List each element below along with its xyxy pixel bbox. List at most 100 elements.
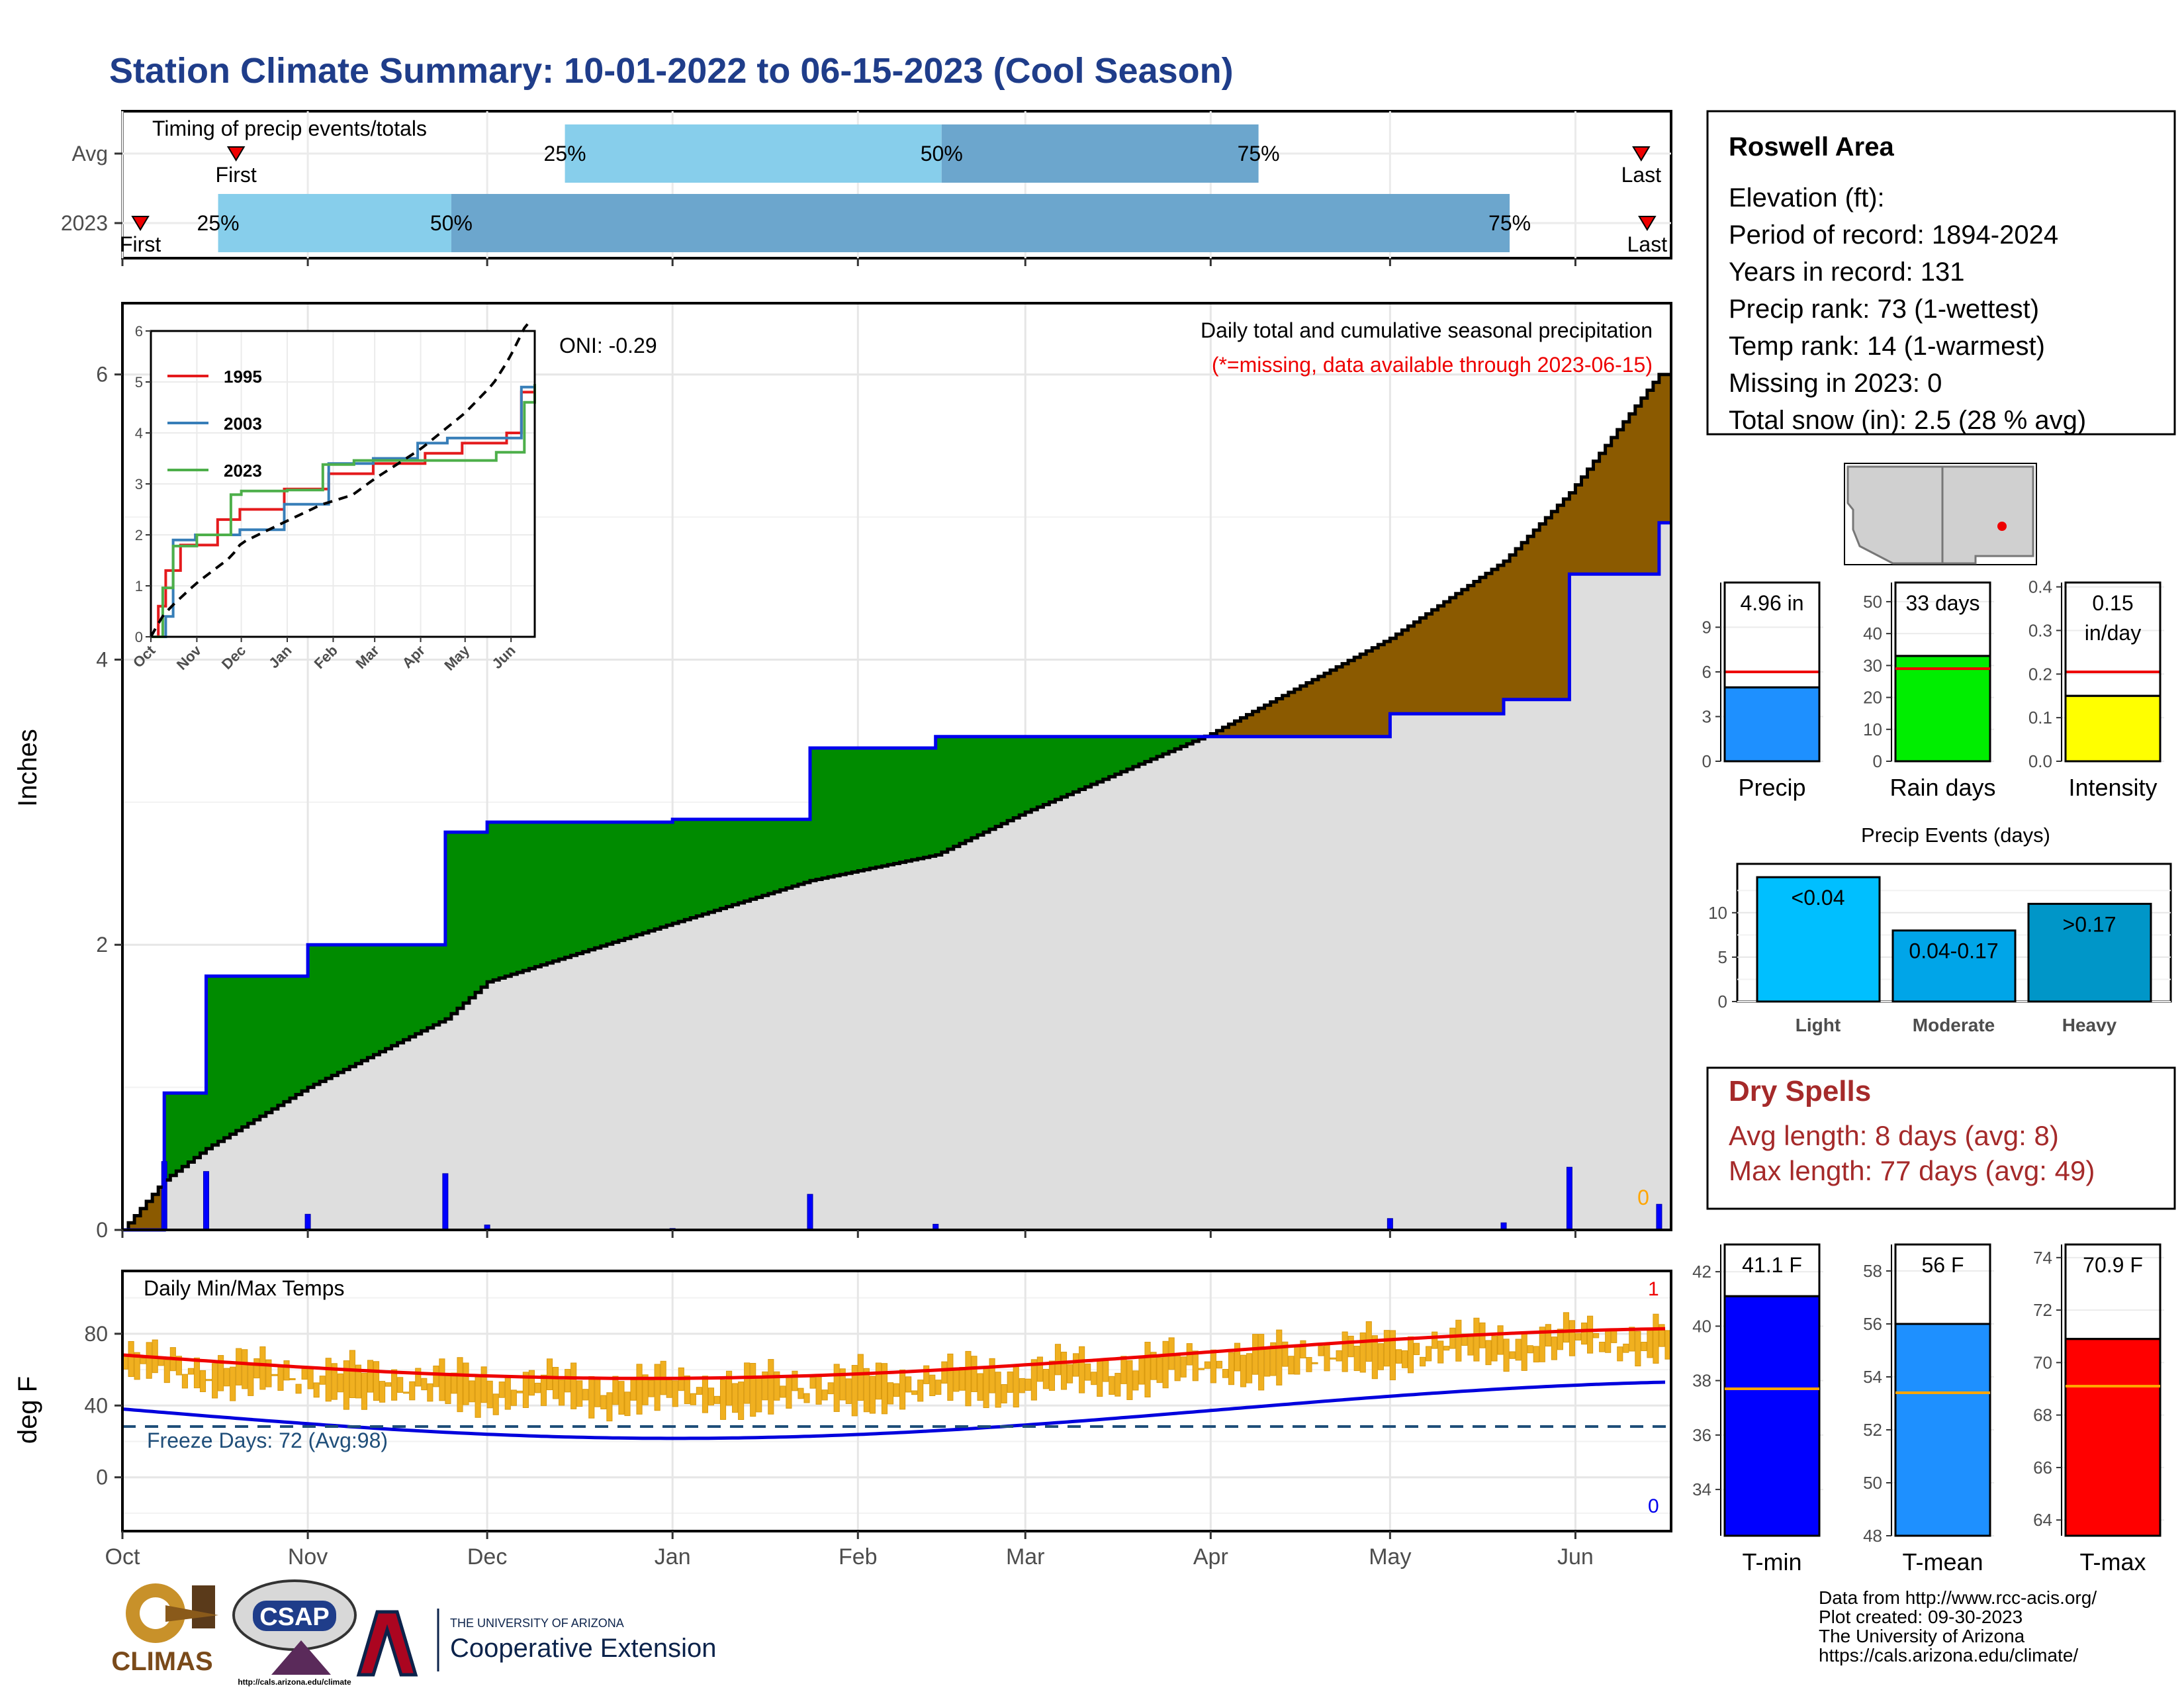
month-tick-label: Oct	[105, 1544, 140, 1570]
svg-text:0.3: 0.3	[2028, 620, 2052, 640]
credits: Data from http://www.rcc-acis.org/ Plot …	[1819, 1587, 2097, 1665]
svg-text:0: 0	[1702, 751, 1711, 771]
timing-marker	[1632, 146, 1651, 162]
svg-text:4: 4	[96, 647, 108, 671]
csap-logo: CSAP http://cals.arizona.edu/climate	[232, 1579, 357, 1687]
timing-marker	[1638, 216, 1657, 231]
event-bar-label: <0.04	[1792, 886, 1845, 910]
summary-label: T-mean	[1902, 1548, 1983, 1575]
page-title: Station Climate Summary: 10-01-2022 to 0…	[109, 51, 1234, 91]
dry-spells-box: Dry Spells Avg length: 8 days (avg: 8) M…	[1706, 1066, 2176, 1210]
svg-text:40: 40	[1863, 624, 1882, 643]
month-tick-label: May	[1369, 1544, 1411, 1570]
svg-text:4: 4	[135, 425, 143, 442]
svg-text:50%: 50%	[921, 142, 963, 165]
station-info-box: Roswell Area Elevation (ft): Period of r…	[1706, 110, 2176, 436]
event-category-label: Heavy	[2062, 1015, 2117, 1035]
summary-value: 70.9 F	[2083, 1253, 2143, 1277]
credit-line-2: Plot created: 09-30-2023	[1819, 1607, 2023, 1627]
svg-text:70: 70	[2033, 1352, 2052, 1372]
svg-text:40: 40	[1692, 1316, 1711, 1336]
university-logo: THE UNIVERSITY OF ARIZONA Cooperative Ex…	[356, 1609, 716, 1677]
record-max-count: 1	[1648, 1278, 1659, 1300]
summary-label: T-min	[1743, 1548, 1802, 1575]
svg-text:0.0: 0.0	[2028, 751, 2052, 771]
svg-text:0: 0	[1873, 751, 1882, 771]
event-bar-light	[1756, 876, 1881, 1003]
info-precip-rank: Precip rank: 73 (1-wettest)	[1729, 295, 2039, 324]
svg-text:10: 10	[1708, 903, 1727, 923]
missing-note: (*=missing, data available through 2023-…	[1212, 353, 1653, 377]
svg-text:2: 2	[96, 933, 108, 957]
event-category-label: Moderate	[1913, 1015, 1995, 1035]
summary-value: 33 days	[1905, 591, 1979, 615]
event-bar-moderate	[1891, 929, 2017, 1003]
month-tick-label: Dec	[467, 1544, 507, 1570]
month-x-axis: Oct Nov Dec Jan Feb Mar Apr May Jun	[105, 1531, 1594, 1570]
freeze-days-label: Freeze Days: 72 (Avg:98)	[147, 1429, 388, 1452]
temp-y-axis: 0 40 80	[84, 1322, 122, 1489]
svg-text:6: 6	[135, 323, 143, 340]
timing-label: Timing of precip events/totals	[152, 117, 427, 140]
precip-panel: Inches 0 2 4 6 ONI: -0.29 Daily total and c…	[13, 302, 1672, 1242]
svg-text:48: 48	[1863, 1526, 1882, 1546]
precip-summary-chart: 4.96 in 0 3 6 9 Precip	[1702, 581, 1823, 801]
svg-text:68: 68	[2033, 1405, 2052, 1425]
timing-row-label: 2023	[61, 211, 108, 235]
timing-panel: Timing of precip events/totals 25% 50% 75%…	[61, 110, 1672, 266]
svg-text:25%: 25%	[197, 211, 240, 235]
inset-legend: 1995 2003 2023	[167, 367, 262, 481]
rain-days-summary-chart: 33 days 0 10 20 30 40 50 Rain days	[1863, 581, 1996, 801]
summary-bar	[1894, 1323, 1991, 1537]
y-axis-label: Inches	[13, 729, 42, 807]
new-mexico-shape	[1941, 465, 2034, 565]
svg-text:5: 5	[1718, 947, 1727, 967]
month-tick-label: Feb	[839, 1544, 878, 1570]
svg-text:6: 6	[96, 363, 108, 387]
svg-text:34: 34	[1692, 1479, 1711, 1499]
record-min-count: 0	[1648, 1495, 1659, 1517]
ua-small-text: THE UNIVERSITY OF ARIZONA	[450, 1617, 624, 1630]
timing-marker	[131, 216, 150, 231]
month-tick-label: Jan	[655, 1544, 691, 1570]
temperature-panel: Daily Min/Max Temps Freeze Days: 72 (Avg…	[13, 1271, 1672, 1570]
summary-value: 56 F	[1921, 1253, 1964, 1277]
svg-text:20: 20	[1863, 688, 1882, 708]
svg-text:9: 9	[1702, 618, 1711, 637]
svg-text:Last: Last	[1621, 163, 1662, 187]
svg-text:2: 2	[135, 527, 143, 543]
locator-map	[1844, 463, 2037, 565]
info-temp-rank: Temp rank: 14 (1-warmest)	[1729, 332, 2045, 361]
dry-spells-avg: Avg length: 8 days (avg: 8)	[1729, 1120, 2059, 1151]
svg-text:6: 6	[1702, 662, 1711, 682]
credit-line-1: Data from http://www.rcc-acis.org/	[1819, 1587, 2097, 1608]
svg-text:First: First	[120, 232, 161, 256]
svg-text:72: 72	[2033, 1300, 2052, 1320]
intensity-summary-chart: 0.15 in/day 0.0 0.1 0.2 0.3 0.4 Intensity	[2028, 577, 2164, 801]
svg-text:56: 56	[1863, 1314, 1882, 1334]
svg-text:3: 3	[135, 476, 143, 492]
info-period: Period of record: 1894-2024	[1729, 220, 2058, 250]
average-max-line	[122, 1327, 1666, 1380]
svg-text:64: 64	[2033, 1510, 2052, 1530]
summary-bar	[1894, 655, 1991, 763]
svg-text:50%: 50%	[430, 211, 473, 235]
precip-events-chart: Precip Events (days) 0 5 10 <0.04 Light 0.04-…	[1708, 823, 2172, 1035]
summary-bar	[2064, 1338, 2161, 1537]
summary-bar	[1723, 686, 1821, 763]
svg-text:42: 42	[1692, 1262, 1711, 1282]
svg-text:74: 74	[2033, 1248, 2052, 1268]
svg-text:58: 58	[1863, 1261, 1882, 1281]
timing-q2-bar	[941, 124, 1259, 183]
svg-text:First: First	[216, 163, 257, 187]
svg-text:0: 0	[135, 629, 143, 645]
precip-summary-bars: 4.96 in 0 3 6 9 Precip 33 days 0 10 20 30 40 50 Rain …	[1702, 577, 2164, 801]
ua-big-text: Cooperative Extension	[450, 1634, 716, 1663]
summary-label: Intensity	[2068, 774, 2157, 801]
svg-text:52: 52	[1863, 1420, 1882, 1440]
average-min-line	[122, 1380, 1666, 1440]
svg-text:5: 5	[135, 374, 143, 391]
timing-q1-bar	[218, 194, 451, 252]
